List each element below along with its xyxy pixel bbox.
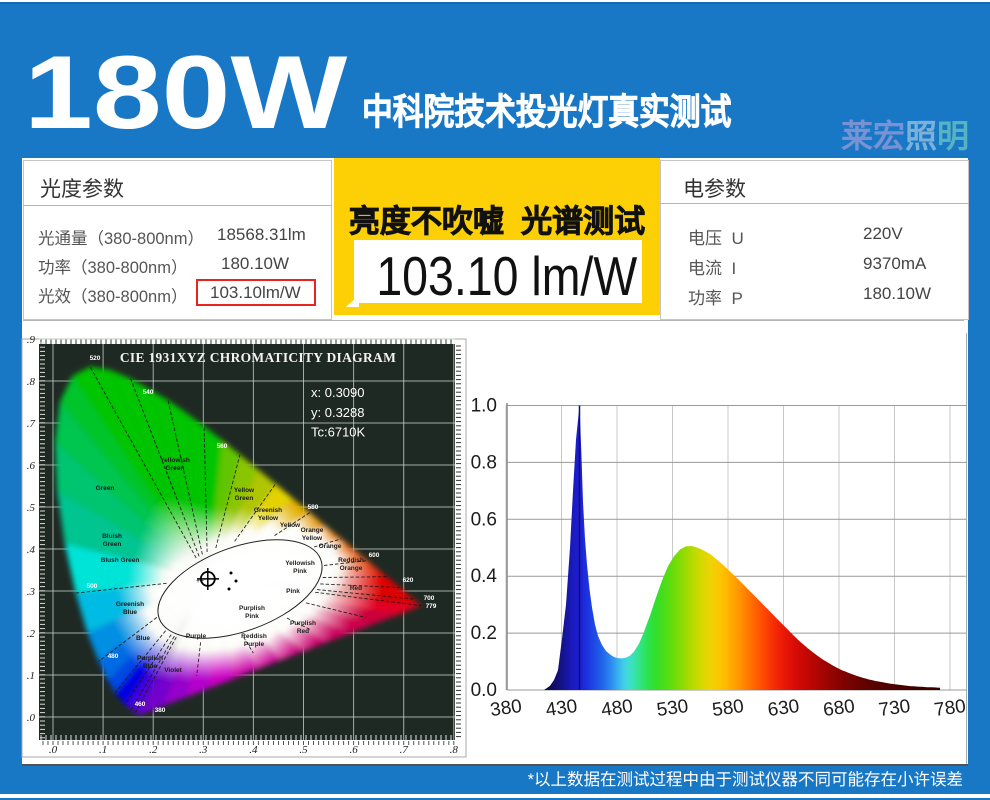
svg-text:560: 560 xyxy=(217,443,228,450)
svg-text:460: 460 xyxy=(135,701,146,708)
svg-text:x: 0.3090: x: 0.3090 xyxy=(311,385,365,400)
svg-text:Greenish: Greenish xyxy=(116,601,144,608)
svg-text:Red: Red xyxy=(297,628,309,635)
svg-text:++: ++ xyxy=(196,578,204,585)
svg-text:.2: .2 xyxy=(27,628,36,640)
svg-text:.4: .4 xyxy=(27,544,36,556)
svg-text:0.2: 0.2 xyxy=(471,623,497,644)
svg-text:730: 730 xyxy=(877,696,911,721)
svg-text:779: 779 xyxy=(426,603,437,610)
svg-text:600: 600 xyxy=(369,552,380,559)
svg-text:Purplish: Purplish xyxy=(290,620,316,627)
svg-text:430: 430 xyxy=(544,696,578,721)
svg-text:.6: .6 xyxy=(349,744,358,756)
svg-text:Yellowish: Yellowish xyxy=(285,560,315,567)
svg-text:Yellow: Yellow xyxy=(280,522,301,529)
svg-text:Blush Green: Blush Green xyxy=(101,557,140,564)
svg-text:.8: .8 xyxy=(450,744,459,756)
svg-text:1.0: 1.0 xyxy=(471,396,497,417)
svg-text:580: 580 xyxy=(711,696,745,721)
svg-text:Green: Green xyxy=(235,495,254,502)
svg-text:Orange: Orange xyxy=(301,527,324,534)
svg-text:0.6: 0.6 xyxy=(471,509,497,530)
svg-text:Blue: Blue xyxy=(136,635,150,642)
svg-text:500: 500 xyxy=(87,583,98,590)
svg-text:.5: .5 xyxy=(299,744,308,756)
svg-text:.2: .2 xyxy=(149,744,158,756)
svg-text:580: 580 xyxy=(308,504,319,511)
svg-text:530: 530 xyxy=(655,696,689,721)
svg-text:Violet: Violet xyxy=(164,667,182,674)
svg-text:Yellow: Yellow xyxy=(234,487,255,494)
svg-text:0.8: 0.8 xyxy=(471,452,497,473)
svg-text:Purplish: Purplish xyxy=(239,605,265,612)
svg-text:480: 480 xyxy=(108,653,119,660)
svg-text:Reddish: Reddish xyxy=(241,633,267,640)
svg-text:Yellow: Yellow xyxy=(258,515,279,522)
svg-text:520: 520 xyxy=(90,355,101,362)
svg-text:Green: Green xyxy=(103,541,122,548)
svg-text:Blue: Blue xyxy=(143,663,157,670)
svg-text:Yellowish: Yellowish xyxy=(160,457,190,464)
svg-text:Green: Green xyxy=(96,485,115,492)
svg-text:Tc:6710K: Tc:6710K xyxy=(311,425,366,440)
svg-text:Reddish: Reddish xyxy=(338,557,364,564)
svg-text:0.0: 0.0 xyxy=(471,680,497,701)
svg-text:780: 780 xyxy=(933,696,967,721)
svg-text:Red: Red xyxy=(350,585,362,592)
svg-text:Bluish: Bluish xyxy=(102,533,122,540)
svg-text:.5: .5 xyxy=(27,502,36,514)
svg-text:Green: Green xyxy=(166,465,185,472)
svg-text:.3: .3 xyxy=(27,586,36,598)
svg-text:Purplish: Purplish xyxy=(137,655,163,662)
svg-text:CIE 1931XYZ CHROMATICITY DIA: CIE 1931XYZ CHROMATICITY DIAGRAM xyxy=(120,350,396,365)
svg-text:540: 540 xyxy=(143,389,154,396)
svg-text:Pink: Pink xyxy=(245,613,259,620)
svg-text:Orange: Orange xyxy=(340,565,363,572)
svg-text:700: 700 xyxy=(424,595,435,602)
svg-text:Yellow: Yellow xyxy=(302,535,323,542)
svg-text:Purple: Purple xyxy=(244,641,265,648)
svg-text:Pink: Pink xyxy=(293,568,307,575)
svg-text:Purple: Purple xyxy=(186,633,207,640)
svg-text:y: 0.3288: y: 0.3288 xyxy=(311,405,365,420)
svg-text:.8: .8 xyxy=(27,376,36,388)
svg-text:.4: .4 xyxy=(249,744,258,756)
svg-text:Blue: Blue xyxy=(123,609,137,616)
svg-text:Orange: Orange xyxy=(319,543,342,550)
svg-text:380: 380 xyxy=(489,696,523,721)
svg-text:.6: .6 xyxy=(27,460,36,472)
svg-text:.0: .0 xyxy=(27,712,36,724)
svg-text:630: 630 xyxy=(766,696,800,721)
svg-text:680: 680 xyxy=(822,696,856,721)
svg-text:Greenish: Greenish xyxy=(254,507,282,514)
svg-text:.0: .0 xyxy=(49,744,58,756)
svg-text:Pink: Pink xyxy=(286,588,300,595)
svg-text:480: 480 xyxy=(600,696,634,721)
svg-text:.3: .3 xyxy=(199,744,208,756)
svg-text:.1: .1 xyxy=(27,670,35,682)
svg-text:.9: .9 xyxy=(27,334,36,346)
svg-text:.7: .7 xyxy=(27,418,36,430)
svg-text:.1: .1 xyxy=(99,744,107,756)
svg-text:.7: .7 xyxy=(400,744,409,756)
svg-text:620: 620 xyxy=(403,577,414,584)
svg-text:380: 380 xyxy=(155,707,166,714)
svg-text:0.4: 0.4 xyxy=(471,566,498,587)
